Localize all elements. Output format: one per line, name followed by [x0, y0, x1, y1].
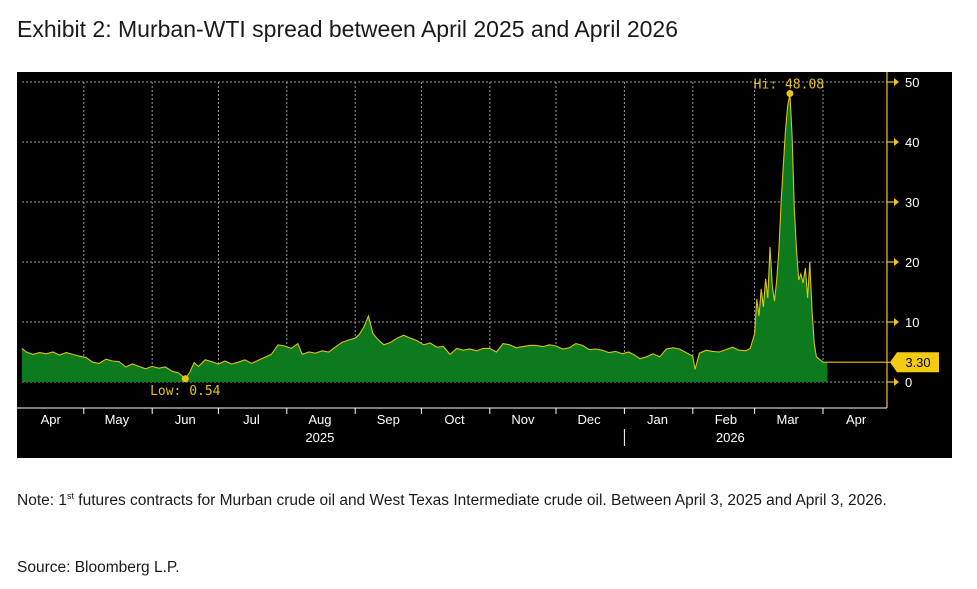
- source-line: Source: Bloomberg L.P.: [17, 559, 180, 576]
- x-tick-label: Oct: [444, 412, 465, 427]
- y-tick-arrow: [894, 198, 899, 206]
- high-label: Hi: 48.08: [754, 78, 824, 93]
- annotation-layer: Hi: 48.08 Low: 0.54 3.30: [150, 78, 939, 399]
- x-tick-label: Mar: [777, 412, 800, 427]
- x-tick-label: Sep: [377, 412, 400, 427]
- x-tick-label: Nov: [511, 412, 535, 427]
- y-tick-arrow: [894, 258, 899, 266]
- series-area: [22, 93, 828, 382]
- low-label: Low: 0.54: [150, 384, 221, 399]
- y-tick-label: 50: [905, 75, 919, 90]
- x-tick-label: Apr: [41, 412, 62, 427]
- area-layer: [21, 93, 828, 382]
- x-tick-label: Jul: [243, 412, 260, 427]
- note-superscript: st: [66, 491, 74, 501]
- y-tick-arrow: [894, 138, 899, 146]
- x-year-label: 2025: [305, 430, 334, 445]
- y-tick-label: 30: [905, 195, 919, 210]
- x-year-label: 2026: [716, 430, 745, 445]
- note-prefix: Note: 1: [17, 492, 67, 510]
- y-tick-label: 40: [905, 135, 919, 150]
- y-tick-arrow: [894, 318, 899, 326]
- y-tick-arrow: [894, 78, 899, 86]
- last-value-badge: [890, 352, 939, 373]
- high-marker: [786, 90, 794, 98]
- y-tick-label: 0: [905, 375, 912, 390]
- x-tick-label: Jan: [647, 412, 668, 427]
- y-tick-label: 20: [905, 255, 919, 270]
- grid-layer: [22, 81, 887, 383]
- chart-panel: 0 10 20 30 40 50 Apr May Jun Jul Aug Sep Oct Nov Dec Ja…: [17, 72, 952, 458]
- x-tick-label: May: [105, 412, 130, 427]
- y-tick-arrow: [894, 378, 899, 386]
- chart-note: Note: 1st futures contracts for Murban c…: [17, 486, 957, 511]
- x-tick-label: Dec: [578, 412, 602, 427]
- last-value-label: 3.30: [905, 355, 930, 370]
- low-marker: [181, 375, 189, 383]
- y-tick-label: 10: [905, 315, 919, 330]
- series-line: [21, 93, 828, 380]
- spread-chart: 0 10 20 30 40 50 Apr May Jun Jul Aug Sep Oct Nov Dec Ja…: [17, 72, 939, 446]
- x-tick-label: Jun: [175, 412, 196, 427]
- x-tick-label: Aug: [308, 412, 331, 427]
- exhibit-title: Exhibit 2: Murban-WTI spread between Apr…: [17, 16, 678, 42]
- axis-layer: 0 10 20 30 40 50 Apr May Jun Jul Aug Sep Oct Nov Dec Ja…: [17, 72, 919, 446]
- note-text: futures contracts for Murban crude oil a…: [74, 492, 887, 510]
- x-tick-label: Feb: [715, 412, 737, 427]
- x-tick-label: Apr: [846, 412, 867, 427]
